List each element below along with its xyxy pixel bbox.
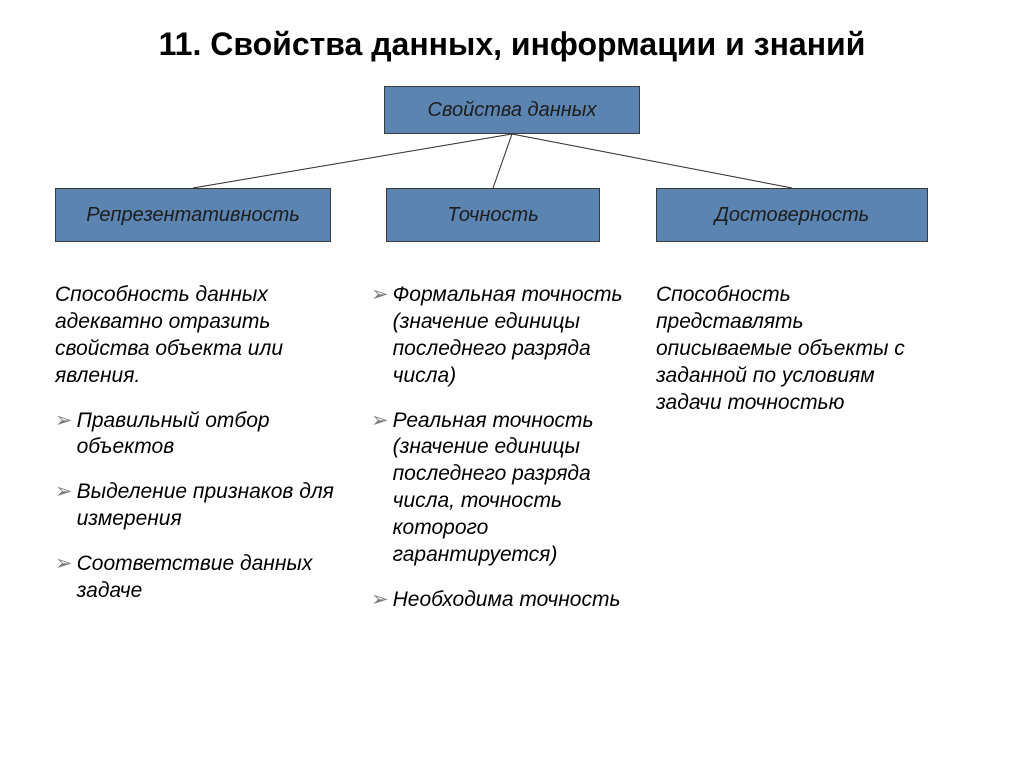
slide: 11. Свойства данных, информации и знаний…: [0, 0, 1024, 767]
bullet-text: Необходима точность: [393, 587, 621, 614]
chevron-icon: ➢: [55, 408, 73, 435]
child-box-label: Достоверность: [715, 204, 869, 227]
connector-line: [193, 134, 512, 188]
bullet-text: Правильный отбор объектов: [77, 408, 345, 462]
bullet-text: Формальная точность (значение единицы по…: [393, 282, 629, 390]
bullet-item: ➢ Необходима точность: [371, 587, 629, 614]
root-box-label: Свойства данных: [428, 99, 597, 122]
column-accuracy: ➢ Формальная точность (значение единицы …: [371, 282, 629, 632]
connector-line: [512, 134, 792, 188]
child-box-label: Точность: [447, 204, 538, 227]
page-title: 11. Свойства данных, информации и знаний: [0, 26, 1024, 63]
chevron-icon: ➢: [371, 408, 389, 435]
column-lead-text: Способность данных адекватно отразить св…: [55, 282, 345, 390]
bullet-item: ➢ Реальная точность (значение единицы по…: [371, 408, 629, 569]
chevron-icon: ➢: [371, 282, 389, 309]
chevron-icon: ➢: [55, 479, 73, 506]
bullet-text: Реальная точность (значение единицы посл…: [393, 408, 629, 569]
column-reliability: Способность представлять описываемые объ…: [656, 282, 932, 434]
chevron-icon: ➢: [371, 587, 389, 614]
connector-line: [493, 134, 512, 188]
bullet-item: ➢ Правильный отбор объектов: [55, 408, 345, 462]
column-lead-text: Способность представлять описываемые объ…: [656, 282, 932, 416]
chevron-icon: ➢: [55, 551, 73, 578]
bullet-text: Выделение признаков для измерения: [77, 479, 345, 533]
child-box-label: Репрезентативность: [86, 204, 300, 227]
child-box-representativeness: Репрезентативность: [55, 188, 331, 242]
root-box: Свойства данных: [384, 86, 640, 134]
child-box-accuracy: Точность: [386, 188, 600, 242]
bullet-item: ➢ Формальная точность (значение единицы …: [371, 282, 629, 390]
bullet-item: ➢ Выделение признаков для измерения: [55, 479, 345, 533]
bullet-text: Соответствие данных задаче: [77, 551, 345, 605]
column-representativeness: Способность данных адекватно отразить св…: [55, 282, 345, 623]
bullet-item: ➢ Соответствие данных задаче: [55, 551, 345, 605]
child-box-reliability: Достоверность: [656, 188, 928, 242]
